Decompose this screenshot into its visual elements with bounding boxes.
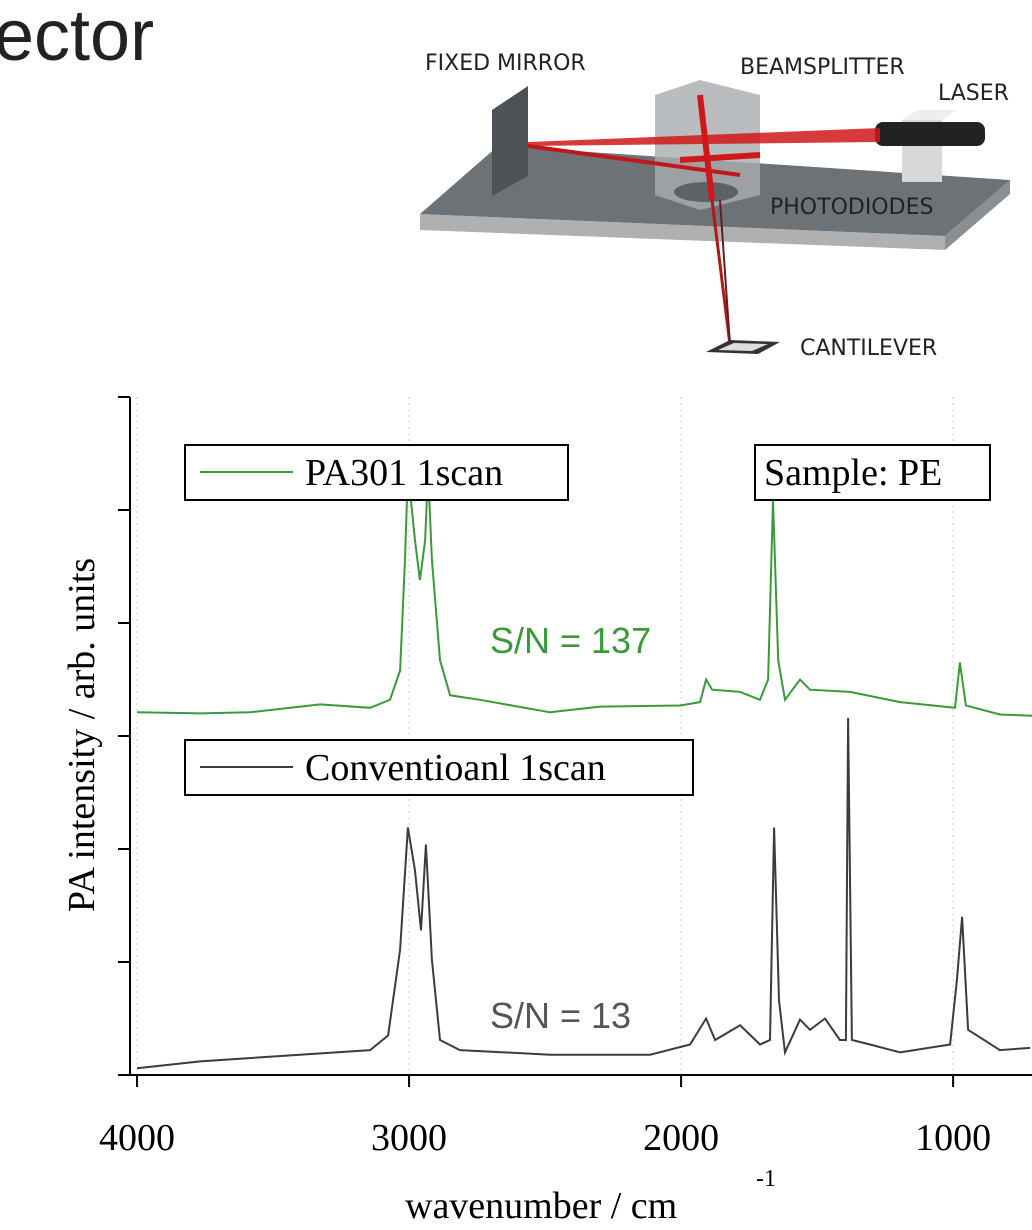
series-line (136, 470, 1032, 717)
annotation: Sample: PE (764, 452, 942, 494)
y-axis-label: PA intensity / arb. units (61, 558, 103, 912)
x-tick-label: 1000 (915, 1117, 991, 1159)
legend-label: Conventioanl 1scan (305, 747, 606, 789)
annotation-box (754, 444, 991, 501)
x-tick-label: 3000 (371, 1117, 447, 1159)
diagram-label: FIXED MIRROR (425, 51, 586, 76)
legend-box (184, 444, 569, 501)
diagram-label: PHOTODIODES (770, 195, 933, 220)
x-tick-label: 2000 (643, 1117, 719, 1159)
x-axis-label: wavenumber / cm (405, 1185, 677, 1227)
setup-diagram: FIXED MIRROR BEAMSPLITTER LASER PHOTODIO… (420, 51, 1010, 361)
diagram-label: BEAMSPLITTER (740, 55, 905, 80)
series-line (136, 717, 1031, 1070)
annotation: S/N = 13 (490, 995, 631, 1036)
diagram-label: CANTILEVER (800, 336, 937, 361)
x-axis-label-superscript: -1 (756, 1166, 776, 1192)
x-tick-label: 4000 (99, 1117, 175, 1159)
legend-label: PA301 1scan (305, 452, 503, 494)
diagram-label: LASER (938, 81, 1009, 106)
slide-title: ector (0, 0, 154, 76)
annotation: S/N = 137 (490, 620, 651, 661)
